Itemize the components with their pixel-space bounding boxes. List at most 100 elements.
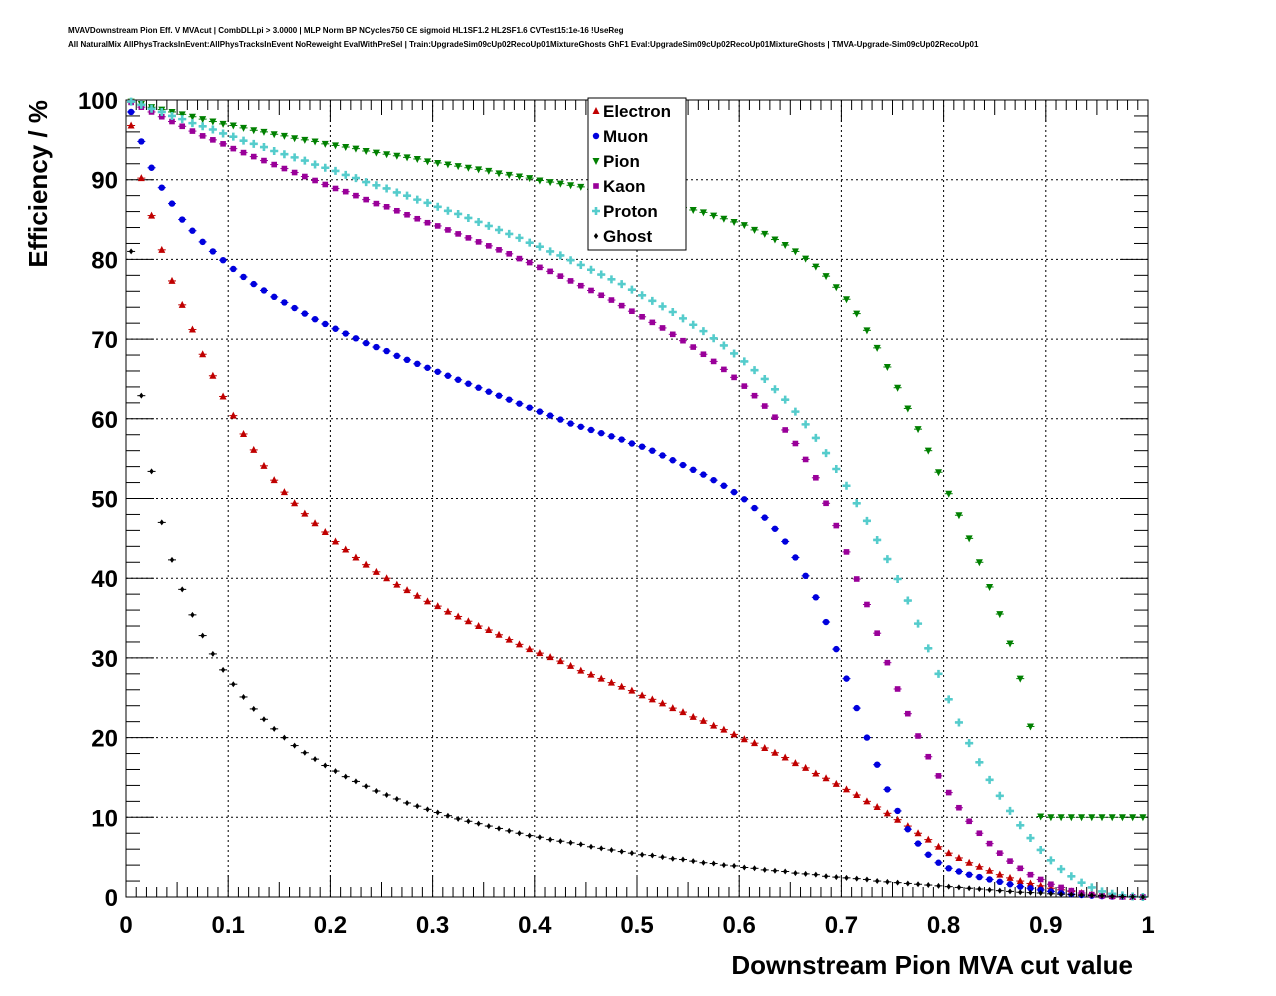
data-point-muon bbox=[730, 488, 738, 496]
data-point-kaon bbox=[557, 273, 564, 279]
data-point-pion bbox=[556, 180, 564, 188]
data-point-pion bbox=[526, 175, 534, 183]
x-tick-label: 0.5 bbox=[620, 912, 653, 939]
data-point-pion bbox=[372, 149, 380, 157]
data-point-muon bbox=[792, 554, 799, 561]
data-point-electron bbox=[383, 574, 391, 582]
data-point-electron bbox=[158, 245, 166, 253]
data-point-ghost bbox=[731, 862, 737, 869]
y-tick-label: 70 bbox=[91, 327, 118, 354]
data-point-pion bbox=[975, 559, 983, 567]
data-point-kaon bbox=[690, 344, 697, 350]
data-point-kaon bbox=[782, 427, 788, 433]
data-point-electron bbox=[464, 617, 472, 625]
data-point-ghost bbox=[1069, 891, 1074, 898]
data-point-electron bbox=[505, 635, 513, 643]
data-point-proton bbox=[300, 156, 309, 165]
data-point-proton bbox=[433, 202, 442, 211]
data-point-ghost bbox=[844, 874, 849, 881]
data-point-proton bbox=[167, 111, 176, 120]
data-point-ghost bbox=[742, 864, 747, 871]
data-point-kaon bbox=[158, 113, 165, 120]
data-point-kaon bbox=[874, 630, 880, 636]
data-point-electron bbox=[270, 476, 278, 484]
data-point-proton bbox=[208, 125, 217, 134]
data-point-muon bbox=[781, 538, 789, 545]
data-point-kaon bbox=[588, 287, 594, 294]
data-point-proton bbox=[372, 181, 381, 190]
data-point-proton bbox=[658, 302, 667, 311]
data-point-electron bbox=[454, 612, 462, 620]
data-point-kaon bbox=[956, 804, 962, 811]
data-point-kaon bbox=[813, 474, 819, 481]
data-point-kaon bbox=[394, 207, 400, 214]
y-tick-label: 50 bbox=[91, 487, 118, 514]
data-point-electron bbox=[853, 790, 861, 798]
data-point-electron bbox=[393, 580, 401, 588]
data-point-electron bbox=[710, 721, 718, 729]
data-point-proton bbox=[903, 596, 912, 605]
data-point-ghost bbox=[558, 838, 563, 845]
data-point-muon bbox=[976, 873, 983, 881]
data-point-kaon bbox=[894, 686, 901, 692]
data-point-kaon bbox=[935, 773, 942, 779]
data-point-kaon bbox=[486, 243, 492, 249]
data-point-pion bbox=[740, 222, 748, 230]
y-tick-label: 20 bbox=[91, 726, 118, 753]
y-tick-label: 80 bbox=[91, 247, 118, 274]
y-tick-label: 30 bbox=[91, 646, 118, 673]
data-point-kaon bbox=[220, 141, 226, 147]
data-point-proton bbox=[290, 153, 299, 162]
legend-label-pion: Pion bbox=[603, 152, 640, 171]
data-point-ghost bbox=[1007, 888, 1013, 895]
data-point-electron bbox=[1006, 873, 1014, 881]
data-point-kaon bbox=[322, 181, 329, 188]
data-point-kaon bbox=[761, 403, 768, 409]
data-point-proton bbox=[464, 213, 473, 222]
data-point-ghost bbox=[752, 865, 757, 872]
legend-label-ghost: Ghost bbox=[603, 227, 652, 246]
data-point-kaon bbox=[884, 659, 891, 666]
data-point-ghost bbox=[394, 795, 400, 802]
y-tick-label: 10 bbox=[91, 805, 118, 832]
data-point-electron bbox=[924, 835, 932, 843]
data-point-proton bbox=[403, 191, 412, 200]
data-point-ghost bbox=[1110, 893, 1115, 900]
data-point-electron bbox=[229, 411, 237, 419]
data-point-kaon bbox=[721, 366, 727, 373]
data-point-muon bbox=[454, 376, 462, 383]
data-point-electron bbox=[955, 853, 963, 861]
data-point-proton bbox=[249, 139, 258, 148]
data-point-ghost bbox=[169, 556, 175, 563]
data-point-pion bbox=[720, 215, 728, 223]
data-point-electron bbox=[822, 774, 830, 782]
data-point-proton bbox=[157, 107, 166, 116]
data-point-pion bbox=[454, 163, 462, 171]
data-point-ghost bbox=[425, 806, 430, 813]
data-point-ghost bbox=[629, 850, 635, 857]
data-point-electron bbox=[699, 716, 707, 724]
data-point-kaon bbox=[853, 576, 860, 582]
data-point-kaon bbox=[342, 188, 349, 195]
data-point-muon bbox=[179, 216, 186, 223]
data-point-kaon bbox=[669, 331, 676, 338]
data-point-proton bbox=[515, 233, 524, 242]
data-point-proton bbox=[198, 122, 207, 131]
data-point-kaon bbox=[823, 500, 829, 507]
data-point-electron bbox=[975, 862, 983, 870]
data-point-kaon bbox=[629, 308, 635, 315]
data-point-kaon bbox=[169, 118, 175, 125]
x-tick-label: 0.4 bbox=[518, 912, 552, 939]
data-point-kaon bbox=[792, 440, 799, 447]
data-point-muon bbox=[833, 645, 840, 653]
data-point-muon bbox=[751, 504, 758, 512]
data-point-pion bbox=[567, 182, 575, 190]
data-point-pion bbox=[475, 166, 483, 174]
data-point-ghost bbox=[1079, 892, 1084, 899]
data-point-muon bbox=[679, 461, 687, 469]
data-point-kaon bbox=[649, 319, 656, 326]
data-point-proton bbox=[474, 217, 483, 226]
data-point-kaon bbox=[659, 325, 666, 331]
data-point-kaon bbox=[966, 818, 972, 825]
series-electron bbox=[127, 121, 1147, 900]
